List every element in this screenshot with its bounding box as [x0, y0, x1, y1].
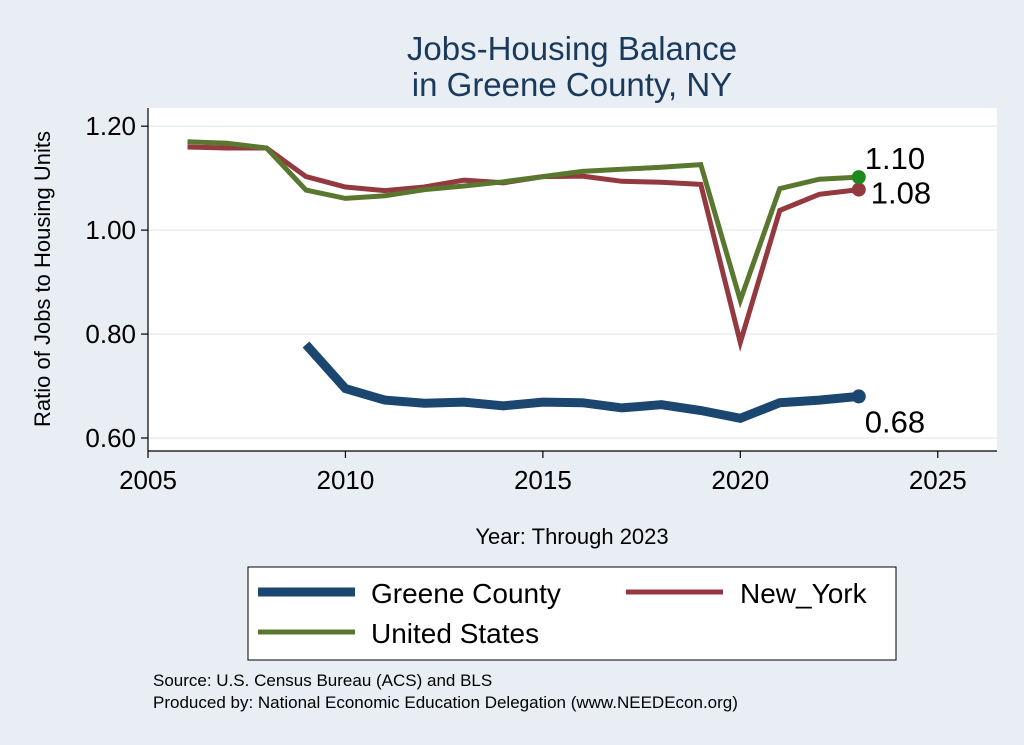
chart-title-line-1: Jobs-Housing Balance: [407, 30, 737, 67]
legend-label-united-states: United States: [371, 618, 539, 649]
y-tick-label: 1.20: [85, 111, 136, 141]
series-line-greene-county: [302, 341, 860, 423]
legend-label-greene-county: Greene County: [371, 578, 561, 609]
x-tick-label: 2005: [119, 465, 177, 495]
x-axis-ticks: 2005 2010 2015 2020 2025: [119, 451, 967, 495]
legend-label-new-york: New_York: [740, 578, 868, 609]
legend-box: [247, 566, 897, 661]
end-value-label-new-york: 1.08: [871, 176, 931, 211]
end-point-marker-united-states: [851, 170, 866, 185]
y-axis-ticks: 0.60 0.80 1.00 1.20: [85, 111, 148, 453]
x-tick-label: 2015: [514, 465, 572, 495]
y-tick-label: 1.00: [85, 215, 136, 245]
y-tick-label: 0.80: [85, 319, 136, 349]
end-point-marker-greene-county: [851, 389, 866, 404]
source-note: Source: U.S. Census Bureau (ACS) and BLS: [153, 671, 492, 690]
end-value-label-greene-county: 0.68: [865, 404, 925, 439]
x-axis-label: Year: Through 2023: [475, 524, 668, 549]
end-value-label-united-states: 1.10: [865, 141, 925, 176]
series-layer: 0.68 1.081.10: [187, 139, 931, 439]
producer-note: Produced by: National Economic Education…: [153, 693, 738, 712]
x-tick-label: 2010: [317, 465, 375, 495]
legend: Greene County New_York United States: [247, 566, 897, 661]
y-axis-label: Ratio of Jobs to Housing Units: [30, 131, 55, 427]
x-tick-label: 2025: [909, 465, 967, 495]
y-tick-label: 0.60: [85, 423, 136, 453]
chart-title-line-2: in Greene County, NY: [412, 66, 732, 103]
gridlines: [148, 125, 997, 439]
end-point-marker-new-york: [851, 182, 866, 197]
x-tick-label: 2020: [711, 465, 769, 495]
series-line-united-states: [187, 139, 859, 309]
